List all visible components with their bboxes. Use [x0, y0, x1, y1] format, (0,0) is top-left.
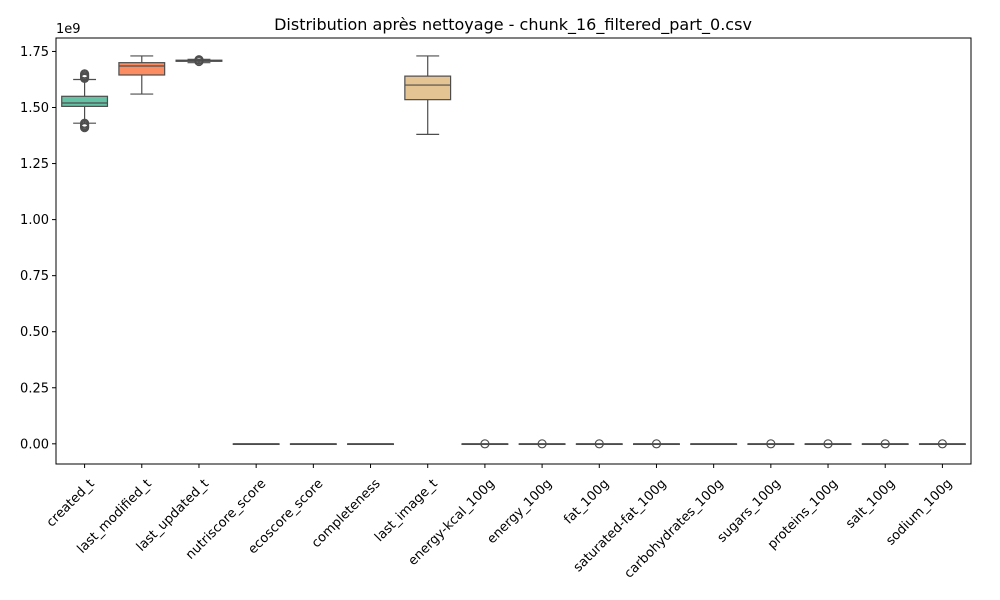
outlier-point	[766, 439, 776, 449]
outlier-point	[480, 439, 490, 449]
x-tick-label: fat_100g	[561, 476, 612, 527]
y-tick-label: 1.25	[20, 157, 49, 172]
x-tick-label: salt_100g	[843, 476, 898, 531]
box-last_updated_t	[175, 55, 223, 67]
y-tick-label: 0.75	[20, 269, 49, 284]
outlier-point	[823, 439, 833, 449]
y-tick-label: 0.00	[20, 437, 49, 452]
y-axis: 0.00 0.25 0.50 0.75 1.00 1.25 1.50 1.75	[20, 45, 56, 452]
y-tick-label: 1.00	[20, 213, 49, 228]
outlier-point	[651, 439, 662, 449]
y-tick-label: 1.75	[20, 45, 49, 60]
box-sodium_100g	[918, 439, 966, 449]
box-energy_100g	[518, 439, 566, 449]
x-tick-label: created_t	[44, 476, 98, 530]
box-last_image_t	[404, 55, 452, 136]
box-energy-kcal_100g	[461, 439, 509, 449]
outlier-point	[937, 439, 948, 449]
box-iqr	[404, 75, 452, 101]
outlier-point	[537, 439, 547, 449]
box-saturated-fat_100g	[632, 439, 680, 449]
y-tick-label: 0.25	[20, 381, 49, 396]
box-fat_100g	[575, 439, 623, 449]
y-axis-multiplier: 1e9	[56, 22, 81, 37]
y-tick-label: 1.50	[20, 101, 49, 116]
plot-area	[61, 55, 966, 449]
box-iqr	[61, 95, 109, 107]
y-tick-label: 0.50	[20, 325, 49, 340]
box-carbohydrates_100g	[690, 443, 738, 446]
x-tick-label: carbohydrates_100g	[622, 476, 727, 581]
x-axis: created_tlast_modified_tlast_updated_tnu…	[44, 464, 955, 582]
box-last_modified_t	[118, 55, 166, 95]
chart-title: Distribution après nettoyage - chunk_16_…	[274, 15, 752, 35]
box-iqr	[118, 62, 166, 76]
box-nutriscore_score	[232, 443, 280, 446]
box-completeness	[347, 443, 395, 446]
outlier-point	[194, 55, 204, 65]
outlier-point	[79, 69, 90, 79]
outlier-point	[79, 118, 90, 128]
box-salt_100g	[861, 439, 909, 449]
box-ecoscore_score	[289, 443, 337, 446]
box-proteins_100g	[804, 439, 852, 449]
box-created_t	[61, 69, 109, 133]
box-sugars_100g	[747, 439, 795, 449]
outlier-point	[594, 439, 604, 449]
outlier-point	[880, 439, 890, 449]
plot-frame	[55, 37, 972, 465]
